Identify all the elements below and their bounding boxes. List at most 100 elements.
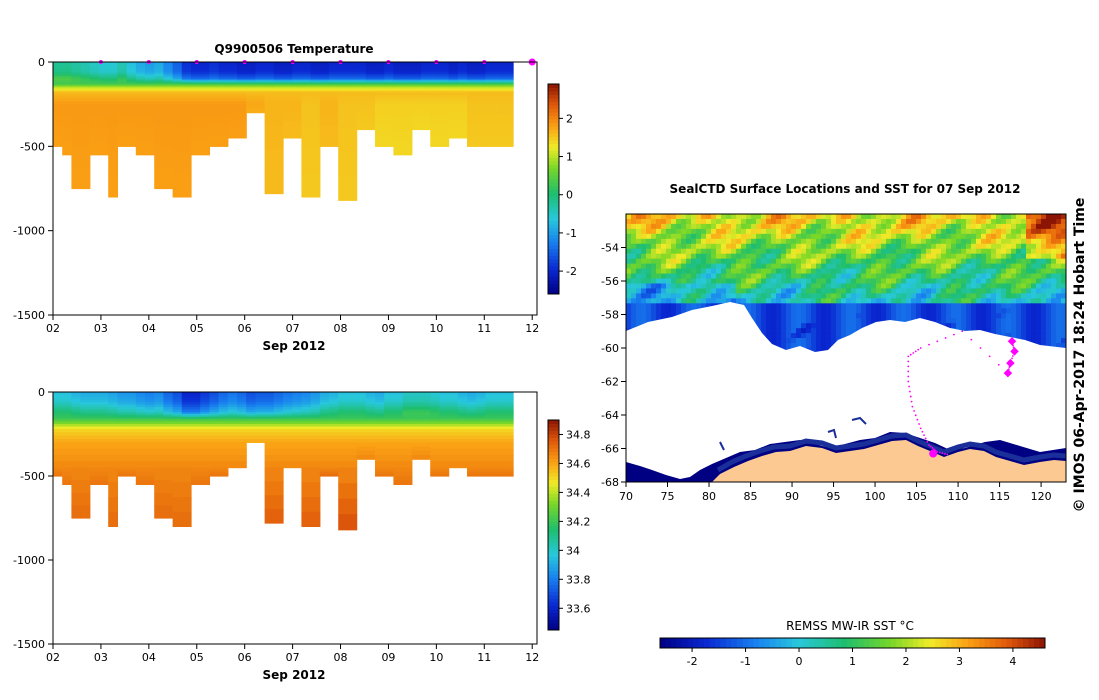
- sst-cell: [631, 238, 637, 245]
- section-cell: [476, 467, 487, 471]
- section-cell: [53, 448, 63, 456]
- section-cell: [227, 112, 238, 122]
- section-cell: [264, 82, 275, 85]
- x-tick-label: 02: [46, 651, 60, 664]
- sst-cell: [641, 293, 647, 299]
- section-cell: [439, 415, 450, 418]
- section-cell: [375, 435, 385, 440]
- sst-cell: [666, 303, 672, 309]
- section-cell: [89, 417, 100, 420]
- section-cell: [356, 91, 367, 93]
- section-cell: [80, 104, 91, 126]
- section-cell: [457, 394, 468, 398]
- section-cell: [384, 471, 395, 475]
- sst-cell: [786, 273, 792, 280]
- section-cell: [292, 73, 303, 77]
- section-cell: [292, 121, 303, 131]
- sst-cell: [861, 318, 867, 324]
- section-cell: [227, 442, 238, 450]
- section-cell: [135, 435, 146, 440]
- section-cell: [218, 92, 229, 96]
- sst-cell: [1046, 228, 1052, 235]
- sst-cell: [721, 258, 727, 265]
- section-cell: [393, 101, 404, 105]
- sst-cell: [1041, 214, 1047, 220]
- sst-cell: [641, 298, 647, 304]
- sst-cell: [911, 298, 917, 304]
- sst-cell: [971, 293, 977, 299]
- sst-cell: [1056, 313, 1062, 319]
- sst-cell: [856, 298, 862, 304]
- colorbar-band: [548, 154, 559, 158]
- sst-cell: [696, 293, 702, 299]
- sst-cell: [1061, 273, 1066, 280]
- section-cell: [356, 399, 367, 403]
- sst-cell: [811, 258, 817, 265]
- section-cell: [53, 135, 63, 147]
- sst-cell: [731, 278, 737, 284]
- section-cell: [181, 417, 192, 420]
- sst-cell: [921, 273, 927, 280]
- sst-cell: [881, 263, 887, 270]
- section-cell: [283, 409, 293, 413]
- section-cell: [163, 435, 174, 440]
- section-cell: [209, 85, 220, 88]
- section-cell: [439, 64, 450, 68]
- sst-cell: [716, 228, 722, 235]
- section-cell: [467, 85, 477, 88]
- section-cell: [457, 77, 468, 80]
- section-cell: [319, 114, 330, 126]
- sst-cell: [921, 303, 927, 309]
- section-cell: [347, 62, 358, 66]
- sst-cell: [691, 303, 697, 309]
- section-cell: [80, 492, 91, 506]
- sst-cell: [726, 243, 732, 250]
- sst-cell: [871, 248, 877, 255]
- colorbar-band: [548, 196, 559, 200]
- section-cell: [365, 423, 376, 428]
- sst-cell: [906, 228, 912, 235]
- section-cell: [191, 418, 201, 422]
- sst-cell: [826, 308, 832, 314]
- section-cell: [237, 417, 247, 420]
- sst-map-panel: SealCTD Surface Locations and SST for 07…: [601, 182, 1088, 668]
- section-cell: [126, 67, 137, 71]
- section-cell: [301, 418, 312, 422]
- sst-cell: [651, 263, 657, 270]
- section-cell: [329, 432, 339, 437]
- section-cell: [246, 82, 257, 85]
- y-tick-label: -1000: [13, 554, 45, 567]
- section-cell: [494, 83, 505, 86]
- sst-cell: [891, 258, 897, 265]
- section-cell: [126, 98, 137, 102]
- section-cell: [89, 67, 100, 71]
- sst-cell: [681, 263, 687, 270]
- sst-cell: [681, 278, 687, 284]
- sst-cell: [786, 248, 792, 255]
- sst-cell: [1001, 303, 1007, 309]
- sst-cell: [851, 273, 857, 280]
- section-cell: [154, 413, 165, 417]
- section-cell: [485, 82, 496, 85]
- sst-cell: [1056, 258, 1062, 265]
- section-cell: [218, 412, 229, 415]
- section-cell: [218, 73, 229, 77]
- section-cell: [448, 402, 459, 406]
- section-cell: [200, 129, 211, 143]
- sst-cell: [886, 293, 892, 299]
- sst-cell: [671, 313, 677, 319]
- sst-cell: [941, 214, 947, 220]
- sst-cell: [741, 278, 747, 284]
- section-cell: [338, 72, 349, 75]
- section-cell: [301, 402, 312, 406]
- section-cell: [411, 67, 422, 71]
- section-cell: [218, 125, 229, 137]
- section-cell: [53, 88, 63, 91]
- section-cell: [172, 92, 183, 96]
- section-cell: [476, 92, 487, 96]
- sst-cell: [941, 288, 947, 294]
- sst-cell: [916, 223, 922, 230]
- section-cell: [292, 428, 303, 433]
- sst-cell: [776, 298, 782, 304]
- sst-cell: [786, 238, 792, 245]
